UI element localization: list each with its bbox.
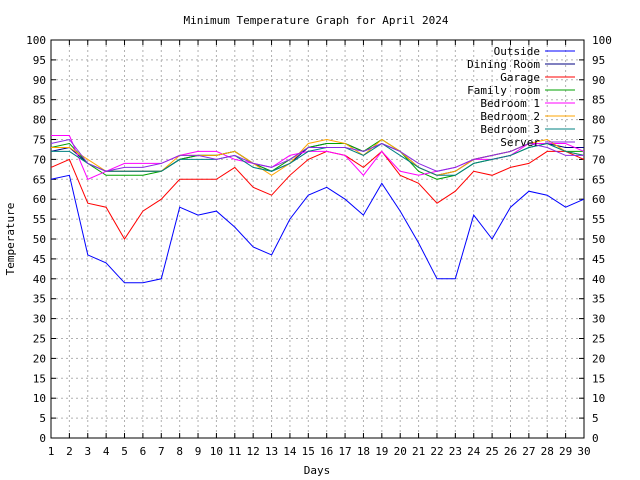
x-tick-label: 2 [66,445,73,458]
series-line-bedroom-3 [51,142,585,176]
series-lines [50,135,585,284]
x-tick-label: 19 [375,445,388,458]
y-tick-label-right: 85 [592,94,605,107]
y-tick-label-right: 0 [592,432,599,445]
x-tick-label: 23 [449,445,462,458]
legend-label: Family room [467,84,540,97]
y-tick-label-right: 65 [592,173,605,186]
y-tick-label-right: 20 [592,352,605,365]
y-tick-label-left: 10 [33,392,46,405]
x-tick-label: 1 [48,445,55,458]
y-tick-label-left: 35 [33,293,46,306]
y-tick-label-right: 75 [592,134,605,147]
y-tick-label-left: 50 [33,233,46,246]
y-tick-label-right: 15 [592,372,605,385]
x-tick-label: 29 [559,445,572,458]
y-tick-label-left: 70 [33,153,46,166]
chart-grid [51,40,584,438]
x-tick-label: 26 [504,445,517,458]
y-tick-label-left: 30 [33,313,46,326]
y-tick-label-left: 25 [33,333,46,346]
y-tick-label-left: 85 [33,94,46,107]
y-tick-label-right: 40 [592,273,605,286]
y-tick-label-left: 20 [33,352,46,365]
x-tick-label: 6 [140,445,147,458]
y-tick-label-right: 45 [592,253,605,266]
y-tick-label-left: 75 [33,134,46,147]
legend-label: Garage [500,71,540,84]
y-tick-label-left: 95 [33,54,46,67]
x-tick-label: 5 [121,445,128,458]
x-tick-label: 10 [210,445,223,458]
y-tick-label-left: 65 [33,173,46,186]
y-tick-label-left: 45 [33,253,46,266]
x-tick-label: 11 [228,445,241,458]
x-tick-label: 27 [522,445,535,458]
y-tick-label-right: 95 [592,54,605,67]
y-tick-label-left: 0 [39,432,46,445]
y-tick-label-left: 55 [33,213,46,226]
x-tick-label: 24 [467,445,481,458]
x-tick-label: 7 [158,445,165,458]
x-tick-label: 4 [103,445,110,458]
x-tick-label: 30 [577,445,590,458]
y-tick-label-right: 70 [592,153,605,166]
x-tick-label: 17 [338,445,351,458]
x-tick-label: 12 [247,445,260,458]
y-tick-label-right: 10 [592,392,605,405]
y-tick-label-left: 90 [33,74,46,87]
x-tick-label: 20 [394,445,407,458]
series-line-server [50,138,584,172]
legend-label: Server [500,136,540,149]
x-tick-label: 28 [541,445,554,458]
legend-label: Bedroom 1 [480,97,540,110]
x-tick-label: 16 [320,445,333,458]
y-axis-label: Temperature [4,203,17,276]
x-tick-label: 9 [195,445,202,458]
y-tick-label-right: 5 [592,412,599,425]
y-tick-label-right: 90 [592,74,605,87]
x-tick-label: 21 [412,445,425,458]
series-line-outside [50,174,585,284]
y-tick-label-right: 55 [592,213,605,226]
x-tick-label: 8 [176,445,183,458]
series-line-garage [50,150,585,240]
legend-label: Bedroom 3 [480,123,540,136]
x-tick-label: 14 [283,445,297,458]
x-tick-label: 22 [430,445,443,458]
y-tick-label-right: 60 [592,193,605,206]
y-tick-label-right: 100 [592,34,612,47]
legend-label: Dining Room [467,58,540,71]
y-tick-label-right: 80 [592,114,605,127]
x-tick-label: 15 [302,445,315,458]
y-tick-label-left: 80 [33,114,46,127]
x-tick-label: 18 [357,445,370,458]
legend-label: Outside [494,45,540,58]
x-tick-label: 3 [84,445,91,458]
x-tick-label: 25 [485,445,498,458]
chart-title: Minimum Temperature Graph for April 2024 [184,14,449,27]
y-tick-label-right: 30 [592,313,605,326]
x-tick-label: 13 [265,445,278,458]
y-tick-label-right: 50 [592,233,605,246]
y-tick-label-right: 25 [592,333,605,346]
x-axis-label: Days [304,464,331,477]
y-tick-label-left: 5 [39,412,46,425]
y-tick-label-left: 40 [33,273,46,286]
y-tick-label-left: 60 [33,193,46,206]
y-tick-label-left: 100 [26,34,46,47]
y-tick-label-left: 15 [33,372,46,385]
legend-label: Bedroom 2 [480,110,540,123]
y-tick-label-right: 35 [592,293,605,306]
